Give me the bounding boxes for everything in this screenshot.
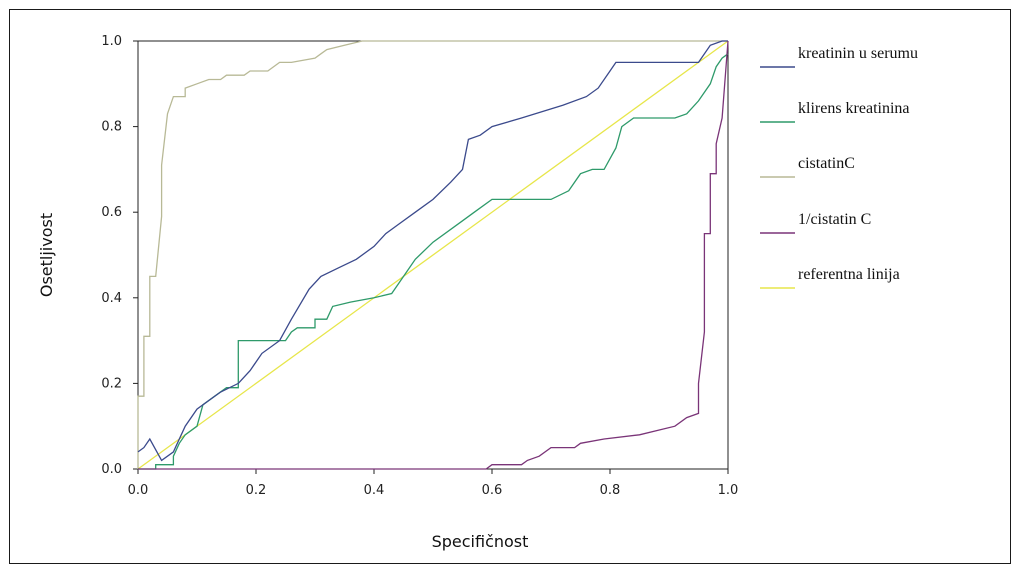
series-line-1-cistatin-c <box>138 40 729 470</box>
legend: kreatinin u serumu klirens kreatinina cist… <box>760 45 918 289</box>
series-line-referentna-linija <box>137 40 729 470</box>
legend-label-1-cistatin-c: 1/cistatin C <box>798 211 871 228</box>
x-tick-label: 0.4 <box>364 483 385 498</box>
y-tick-label: 0.6 <box>101 205 122 220</box>
chart-frame <box>9 9 1011 564</box>
legend-label-cistatinc: cistatinC <box>798 155 855 172</box>
series-line-klirens-kreatinina <box>138 53 729 470</box>
x-tick-label: 1.0 <box>718 483 739 498</box>
y-tick-label: 1.0 <box>101 34 122 49</box>
x-axis-title: Specifičnost <box>432 532 529 551</box>
y-tick-label: 0.2 <box>101 376 122 391</box>
x-tick-label: 0.6 <box>482 483 503 498</box>
x-tick-label: 0.2 <box>246 483 267 498</box>
y-axis-title: Osetljivost <box>37 213 56 297</box>
series-lines <box>137 40 729 470</box>
series-line-kreatinin-u-serumu <box>137 40 728 462</box>
legend-label-klirens-kreatinina: klirens kreatinina <box>798 100 910 117</box>
x-tick-label: 0.8 <box>600 483 621 498</box>
legend-label-kreatinin-u-serumu: kreatinin u serumu <box>798 45 918 62</box>
y-tick-label: 0.8 <box>101 120 122 135</box>
y-tick-label: 0.0 <box>101 462 122 477</box>
x-tick-label: 0.0 <box>128 483 149 498</box>
y-tick-label: 0.4 <box>101 291 122 306</box>
series-line-cistatinc <box>137 40 728 469</box>
legend-label-referentna-linija: referentna linija <box>798 266 900 283</box>
